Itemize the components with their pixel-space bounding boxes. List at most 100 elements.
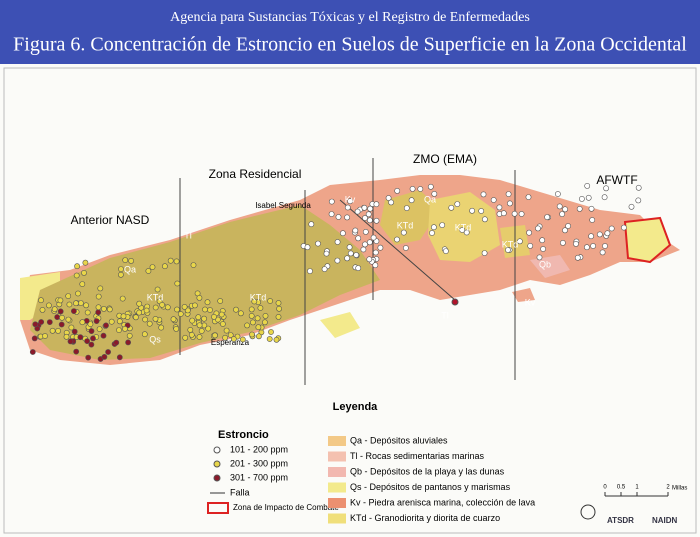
sample-dot [315,240,321,247]
sample-dot [574,254,581,261]
legend-label: 201 - 300 ppm [230,458,288,468]
unit-label: Tl [441,310,449,320]
sample-dot [196,322,203,329]
sample-dot [118,266,124,272]
sample-dot [103,322,109,329]
sample-dot [576,205,583,212]
zone-label: Anterior NASD [71,213,150,227]
sample-dot [96,326,103,332]
sample-dot [346,244,353,251]
sample-dot [373,201,380,208]
sample-dot [480,191,487,198]
sample-dot [273,336,280,343]
scale-unit: Millas [672,486,687,492]
sample-dot [266,336,273,342]
islet [512,288,535,302]
sample-dot [604,230,611,237]
sample-dot [621,224,627,231]
sample-dot [635,197,642,204]
sample-dot [161,263,168,270]
sample-dot [73,300,79,307]
map [20,158,680,385]
sample-dot [454,201,461,207]
unit-label: KTd [502,239,519,249]
sample-dot [562,206,568,213]
sample-dot [167,257,174,264]
sample-dot [78,300,84,306]
sample-dot [367,205,374,212]
sample-dot [430,224,437,231]
place-label: Esperanza [211,338,250,347]
sample-dot [244,322,250,329]
sample-dot [257,305,264,311]
header-band [0,0,700,64]
geology-label: Qa - Depósitos aluviales [350,435,448,445]
sample-dot [539,237,546,244]
sample-dot [555,191,561,197]
sample-dot [267,298,273,304]
sample-dot [254,315,261,322]
unit-label: Qs [149,334,161,344]
logo: ATSDR [607,516,634,525]
sample-dot [119,295,126,302]
sample-dot [54,314,61,320]
sample-dot [388,199,394,206]
logo: NAIDN [652,516,678,525]
sample-dot [394,236,400,243]
sample-dot [184,307,191,314]
sample-dot [372,262,379,269]
sample-dot [328,211,335,217]
sample-dot [361,204,368,211]
sample-dot [84,309,91,316]
frame [3,67,697,534]
sample-dot [100,332,107,339]
sample-dot [366,256,373,263]
sample-dot [125,339,132,346]
fault [339,199,456,301]
sample-dot [223,327,230,334]
sample-dot [237,310,244,317]
sample-dot [158,324,165,331]
sample-dot [201,315,207,322]
sample-dot [170,316,177,323]
sample-dot [459,227,466,233]
sample-dot [95,309,102,316]
sample-dot [84,338,90,344]
sample-dot [65,293,72,299]
sample-dot [304,244,311,251]
sample-dot [588,205,595,212]
sample-dot [116,318,123,325]
ktd-central [380,190,440,245]
sample-dot [187,326,194,333]
sample-dot [81,269,87,276]
sample-dot [66,301,73,308]
sample-dot [517,238,523,245]
sample-dot [556,203,563,210]
sample-dot [385,195,392,201]
sample-dot [87,321,94,327]
sample-dot [518,211,525,217]
impact-swatch [207,502,229,514]
sample-dot [352,227,359,234]
sample-dot [584,182,591,189]
sample-dot [106,306,113,313]
sample-dot [599,249,606,256]
sample-dot [77,334,84,341]
sample-dot [469,207,475,214]
sample-dot [589,217,596,223]
sample-dot [95,304,102,311]
sample-dot [143,307,150,314]
geology-label: Tl - Rocas sedimentarias marinas [350,451,485,461]
sample-dot [207,307,213,313]
sample-dot [463,229,470,236]
sample-dot [559,211,565,217]
sample-dot [38,319,45,325]
sample-dot [353,252,360,258]
unit-label: KTd [455,222,472,232]
sample-dot [584,244,590,251]
sample-dot [31,335,38,342]
sample-dot [276,305,282,312]
sample-dot [146,320,153,327]
sample-dot [49,327,56,334]
sample-dot [540,246,546,252]
